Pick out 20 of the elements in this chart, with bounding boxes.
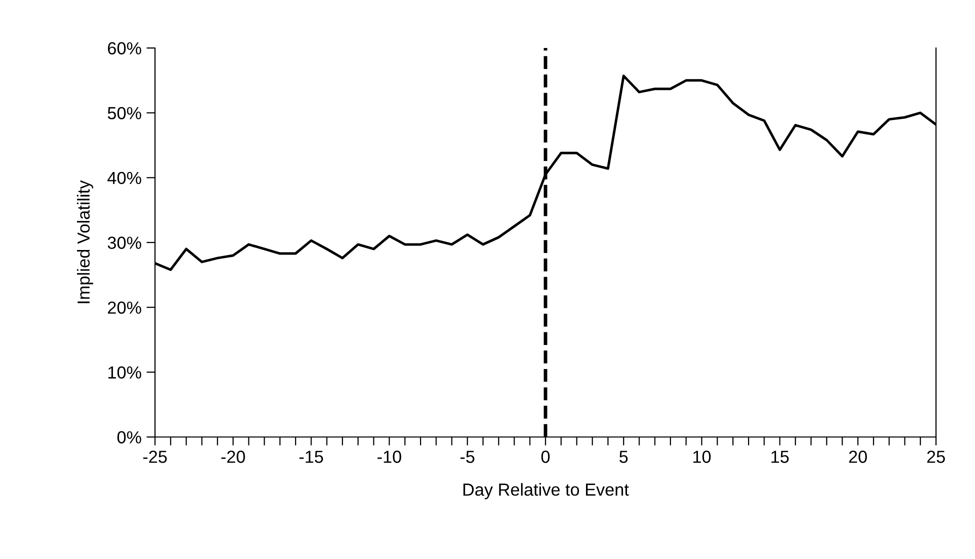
y-tick-label: 50% (108, 107, 142, 120)
x-tick-label: 25 (927, 450, 945, 463)
x-tick-label: 5 (619, 450, 628, 463)
x-tick-label: 10 (693, 450, 711, 463)
x-axis-title: Day Relative to Event (463, 483, 629, 500)
y-tick-label: 10% (108, 366, 142, 379)
x-tick-label: -5 (460, 450, 474, 463)
x-tick-label: -15 (299, 450, 324, 463)
y-axis-title: Implied Volatility (76, 180, 94, 304)
x-tick-label: 15 (771, 450, 789, 463)
x-tick-label: -10 (378, 450, 402, 463)
x-tick-label: 20 (849, 450, 867, 463)
x-tick-label: -25 (143, 450, 167, 463)
y-tick-label: 20% (108, 302, 142, 314)
x-tick-label: 0 (541, 450, 550, 463)
y-tick-label: 40% (107, 172, 142, 184)
x-tick-label: -20 (221, 450, 245, 463)
y-tick-label: 60% (108, 42, 142, 54)
y-tick-label: 30% (108, 236, 142, 249)
y-tick-label: 0% (117, 431, 142, 444)
